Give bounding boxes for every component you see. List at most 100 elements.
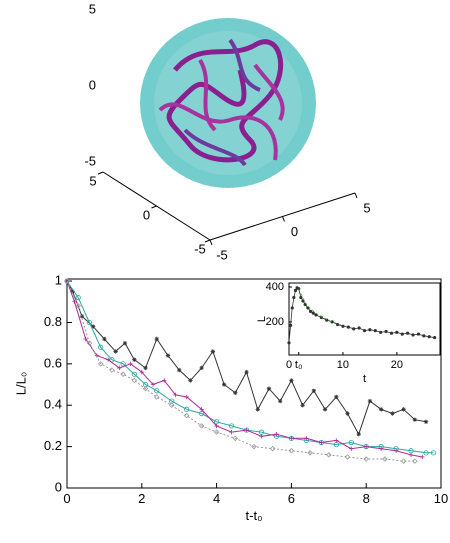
- marker: [289, 436, 294, 441]
- marker: [346, 325, 350, 329]
- marker: [102, 336, 107, 342]
- marker: [349, 446, 354, 451]
- marker: [382, 456, 388, 462]
- marker: [384, 329, 388, 334]
- z-tick-label: -5: [84, 153, 96, 168]
- marker: [142, 385, 149, 392]
- marker: [299, 295, 303, 300]
- marker: [406, 331, 410, 335]
- marker: [255, 407, 260, 412]
- marker: [221, 382, 227, 387]
- y-tick-label: 0.8: [44, 314, 62, 329]
- marker: [86, 319, 93, 326]
- x-axis-label: t-t₀: [246, 508, 263, 523]
- marker: [344, 454, 351, 460]
- marker: [173, 392, 178, 398]
- x-tick-label: 4: [213, 491, 220, 506]
- marker: [390, 411, 395, 416]
- marker: [131, 371, 137, 377]
- marker: [154, 388, 160, 394]
- z-tick-label: 5: [89, 1, 96, 16]
- marker: [277, 398, 283, 404]
- marker: [427, 335, 431, 339]
- marker: [287, 341, 291, 345]
- marker: [64, 278, 70, 284]
- marker: [400, 332, 404, 336]
- marker: [401, 407, 406, 412]
- y-tick: [209, 239, 213, 246]
- marker: [86, 340, 93, 346]
- series-line: [66, 280, 434, 454]
- marker: [308, 309, 313, 314]
- marker: [364, 444, 369, 449]
- x-tick-label: 0: [63, 491, 70, 506]
- marker: [132, 357, 137, 362]
- marker: [165, 353, 171, 358]
- series-line: [66, 280, 427, 436]
- marker: [120, 371, 126, 377]
- marker: [301, 299, 305, 303]
- marker: [109, 367, 115, 373]
- marker: [311, 388, 317, 393]
- marker: [274, 431, 279, 437]
- x-tick-label: 6: [288, 491, 295, 506]
- y-tick-label: 1: [55, 273, 62, 288]
- marker: [233, 390, 238, 396]
- marker: [288, 447, 295, 454]
- marker: [379, 330, 383, 334]
- marker: [289, 323, 293, 327]
- marker: [352, 327, 356, 331]
- marker: [412, 417, 418, 422]
- marker: [128, 361, 133, 367]
- marker: [334, 394, 339, 400]
- marker: [356, 431, 361, 437]
- x-tick-label: 5: [89, 173, 96, 188]
- plot-area: [288, 282, 441, 356]
- marker: [400, 458, 407, 464]
- marker: [251, 443, 257, 450]
- marker: [348, 439, 354, 446]
- marker: [378, 446, 384, 451]
- marker: [430, 450, 437, 456]
- marker: [412, 458, 418, 464]
- marker: [423, 450, 429, 456]
- marker: [311, 311, 315, 315]
- marker: [330, 320, 334, 324]
- marker: [357, 326, 361, 330]
- x-tick-label: 8: [363, 491, 370, 506]
- y-axis-label: L/L₀: [13, 372, 28, 395]
- blob-render: [140, 18, 316, 188]
- marker: [341, 324, 345, 328]
- marker: [229, 429, 234, 435]
- marker: [232, 435, 239, 442]
- marker: [314, 313, 318, 317]
- marker: [228, 423, 235, 429]
- marker: [184, 394, 189, 400]
- marker: [244, 369, 249, 375]
- marker: [154, 336, 159, 342]
- y-tick-label: 400: [266, 281, 284, 293]
- marker: [184, 406, 190, 412]
- marker: [259, 434, 264, 439]
- marker: [293, 288, 298, 293]
- marker: [322, 407, 328, 412]
- marker: [395, 330, 399, 334]
- marker: [213, 429, 220, 435]
- marker: [389, 331, 394, 335]
- y-tick: [282, 216, 285, 222]
- series-line: [66, 280, 423, 458]
- marker: [422, 334, 426, 338]
- marker: [113, 349, 118, 354]
- marker: [289, 378, 294, 383]
- marker: [143, 365, 148, 371]
- marker: [373, 328, 377, 333]
- marker: [72, 299, 77, 304]
- marker: [210, 349, 216, 354]
- marker: [433, 335, 437, 340]
- marker: [97, 361, 104, 367]
- x-tick-label: 10: [434, 491, 448, 506]
- y-axis-label: L: [256, 316, 268, 322]
- marker: [198, 423, 205, 429]
- marker: [188, 378, 193, 383]
